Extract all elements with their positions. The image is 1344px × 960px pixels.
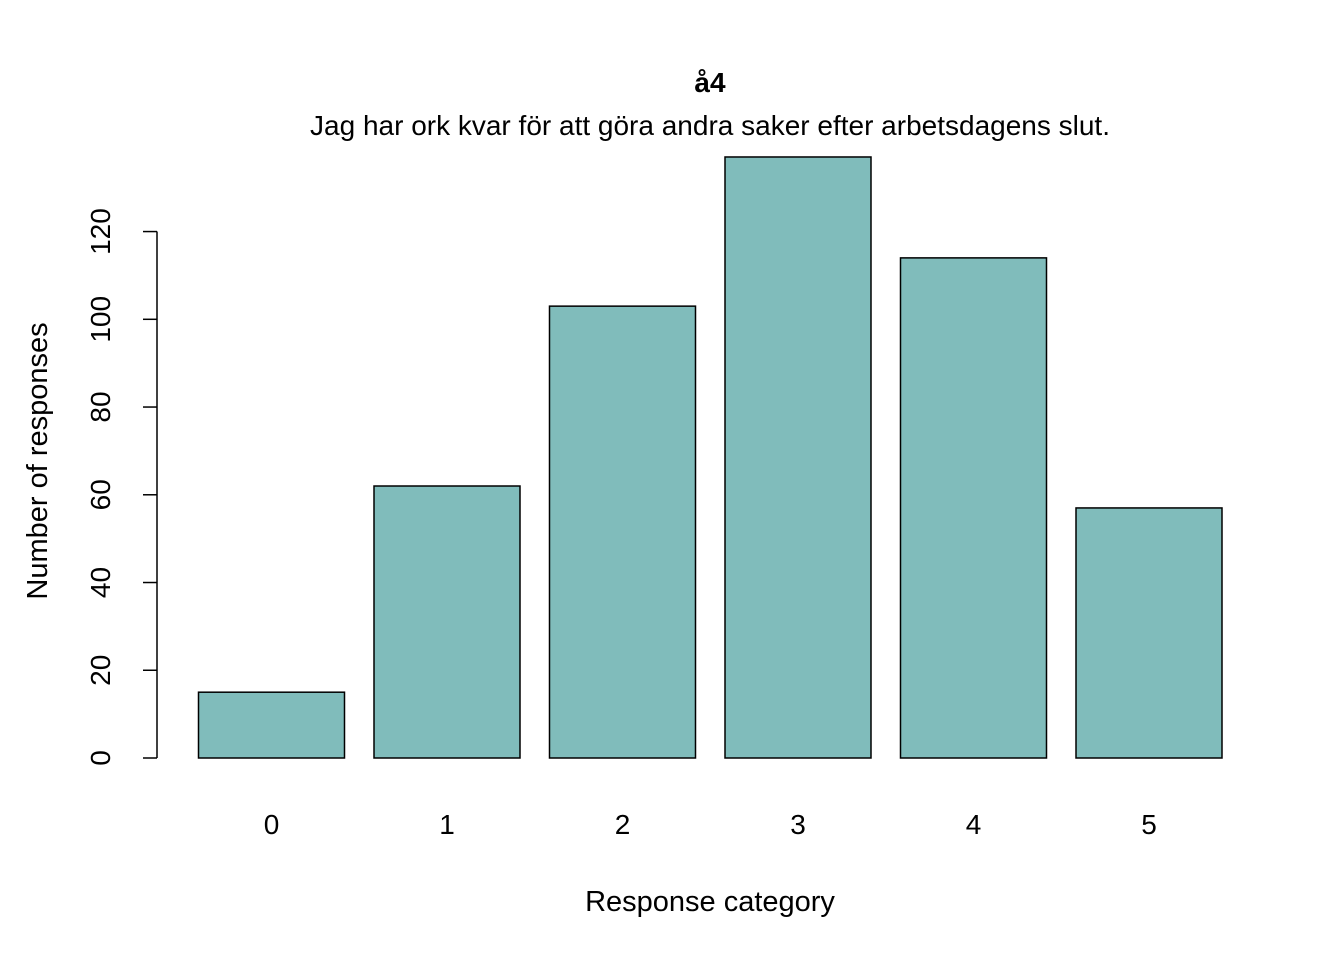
- x-tick-label: 3: [790, 809, 806, 840]
- chart-subtitle: Jag har ork kvar för att göra andra sake…: [310, 110, 1110, 141]
- chart-title: å4: [694, 67, 726, 98]
- bars-group: [197, 156, 1223, 759]
- x-axis-tick-labels: 0 1 2 3 4 5: [264, 809, 1157, 840]
- y-tick-label: 40: [85, 567, 116, 598]
- y-tick-label: 100: [85, 296, 116, 343]
- x-axis-label: Response category: [585, 886, 835, 918]
- y-tick-label: 0: [85, 750, 116, 766]
- x-tick-label: 0: [264, 809, 280, 840]
- bar-1: [373, 485, 521, 759]
- y-tick-label: 80: [85, 391, 116, 422]
- y-tick-label: 120: [85, 208, 116, 255]
- y-axis-label: Number of responses: [22, 322, 54, 599]
- y-axis: 0 20 40 60 80 100 120: [85, 208, 158, 766]
- bar-2: [548, 305, 697, 759]
- bar-0: [197, 691, 346, 759]
- x-tick-label: 4: [966, 809, 982, 840]
- x-tick-label: 2: [615, 809, 631, 840]
- bar-3: [724, 156, 872, 759]
- x-tick-label: 1: [439, 809, 455, 840]
- y-tick-label: 60: [85, 479, 116, 510]
- x-tick-label: 5: [1141, 809, 1157, 840]
- bar-5: [1075, 507, 1223, 759]
- y-tick-label: 20: [85, 655, 116, 686]
- bar-4: [899, 257, 1048, 759]
